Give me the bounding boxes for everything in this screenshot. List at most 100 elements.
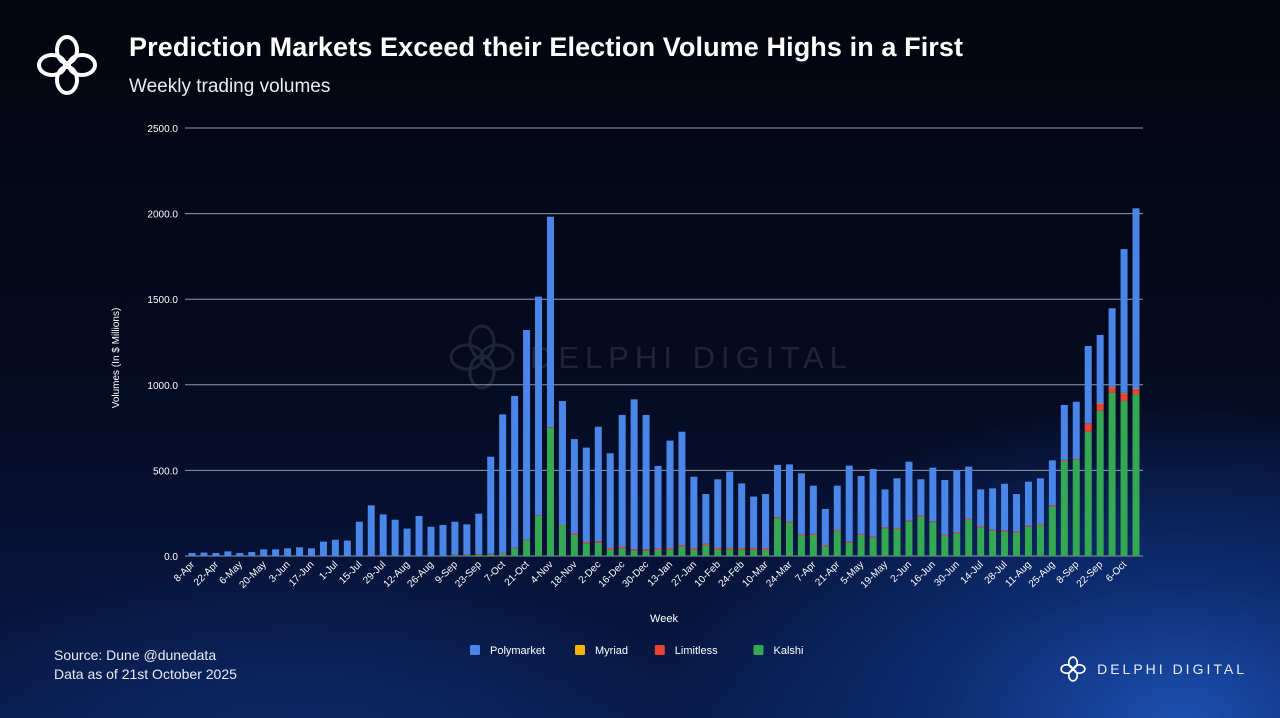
legend-item-limitless: Limitless xyxy=(654,645,718,657)
bar-polymarket-9-Dec xyxy=(606,453,614,548)
bar-polymarket-1-Jul xyxy=(331,539,339,556)
bar-kalshi-11-Nov xyxy=(558,525,566,556)
bar-polymarket-7-Apr xyxy=(809,485,817,534)
legend-item-myriad: Myriad xyxy=(575,645,628,657)
bar-kalshi-26-May xyxy=(893,528,901,556)
x-axis-label: Week xyxy=(650,613,678,625)
bar-kalshi-25-Aug xyxy=(1048,506,1056,556)
bar-polymarket-25-Aug xyxy=(1048,460,1056,506)
x-tick-label: 30-Dec xyxy=(621,559,652,590)
bar-kalshi-24-Feb xyxy=(738,549,746,556)
bar-limitless-11-Aug xyxy=(1024,525,1032,527)
x-tick-label: 26-Aug xyxy=(406,559,437,590)
bar-polymarket-29-Apr xyxy=(224,551,232,556)
bar-polymarket-13-Jan xyxy=(666,440,674,548)
bar-limitless-5-May xyxy=(857,533,865,535)
bar-myriad-13-Oct xyxy=(1132,388,1140,390)
bar-polymarket-20-May xyxy=(260,549,268,556)
bar-polymarket-18-Aug xyxy=(1036,478,1044,524)
bar-polymarket-16-Sep xyxy=(463,524,471,555)
bar-kalshi-21-Oct xyxy=(523,540,531,556)
legend-label: Polymarket xyxy=(490,645,545,657)
x-tick-label: 21-Apr xyxy=(813,559,842,588)
bar-kalshi-31-Mar xyxy=(797,535,805,556)
bar-myriad-29-Sep xyxy=(1108,386,1116,388)
x-tick-label: 22-Apr xyxy=(192,559,221,588)
y-tick-label: 500.0 xyxy=(153,466,178,477)
watermark-text: DELPHI DIGITAL xyxy=(530,340,853,375)
bar-kalshi-14-Apr xyxy=(821,546,829,556)
bar-limitless-2-Dec xyxy=(594,541,602,543)
bar-limitless-9-Sep xyxy=(451,554,459,556)
bar-polymarket-13-May xyxy=(248,552,256,556)
bar-limitless-14-Apr xyxy=(821,545,829,547)
bar-polymarket-23-Sep xyxy=(475,513,483,555)
bar-kalshi-14-Oct xyxy=(511,548,519,556)
bar-kalshi-10-Feb xyxy=(714,549,722,556)
bar-kalshi-15-Sep xyxy=(1084,431,1092,556)
bar-limitless-21-Oct xyxy=(523,539,531,541)
delphi-logo-icon xyxy=(37,35,97,95)
bar-polymarket-16-Jun xyxy=(929,467,937,522)
bar-kalshi-3-Mar xyxy=(750,549,758,556)
bar-kalshi-24-Mar xyxy=(785,522,793,556)
bar-polymarket-14-Apr xyxy=(821,508,829,546)
bar-limitless-18-Nov xyxy=(570,533,578,535)
bar-kalshi-20-Jan xyxy=(678,546,686,556)
bar-kalshi-14-Jul xyxy=(977,527,985,556)
legend-label: Kalshi xyxy=(774,645,804,657)
bar-kalshi-17-Feb xyxy=(726,549,734,556)
bar-limitless-4-Aug xyxy=(1013,531,1021,533)
bar-limitless-28-Apr xyxy=(845,541,853,543)
bar-polymarket-28-Apr xyxy=(845,465,853,542)
brand-name: DELPHI DIGITAL xyxy=(1097,661,1247,677)
bar-kalshi-8-Sep xyxy=(1072,459,1080,556)
bar-kalshi-29-Sep xyxy=(1108,392,1116,556)
bar-kalshi-9-Sep xyxy=(451,555,459,556)
bar-limitless-3-Mar xyxy=(750,547,758,550)
bar-polymarket-19-May xyxy=(881,489,889,528)
bar-limitless-30-Jun xyxy=(953,532,961,534)
legend-swatch xyxy=(470,645,480,655)
bar-polymarket-12-May xyxy=(869,469,877,537)
bar-kalshi-28-Apr xyxy=(845,542,853,556)
y-tick-label: 2500.0 xyxy=(147,124,178,135)
bar-kalshi-21-Jul xyxy=(989,530,997,556)
bar-kalshi-13-Oct xyxy=(1132,394,1140,556)
bar-polymarket-12-Aug xyxy=(403,528,411,556)
bar-polymarket-2-Sep xyxy=(439,525,447,556)
bar-polymarket-21-Apr xyxy=(833,485,841,530)
bar-kalshi-11-Aug xyxy=(1024,526,1032,556)
bar-kalshi-27-Jan xyxy=(690,549,698,556)
bar-polymarket-27-Jan xyxy=(690,476,698,548)
bar-kalshi-25-Nov xyxy=(582,543,590,556)
bar-kalshi-28-Jul xyxy=(1001,531,1009,556)
bar-kalshi-21-Apr xyxy=(833,531,841,556)
bar-polymarket-28-Jul xyxy=(1001,483,1009,531)
bar-polymarket-15-Apr xyxy=(200,552,208,556)
legend-label: Myriad xyxy=(595,645,628,657)
bar-limitless-21-Apr xyxy=(833,529,841,532)
bar-kalshi-30-Sep xyxy=(487,554,495,556)
bar-polymarket-17-Feb xyxy=(726,471,734,548)
bar-limitless-31-Mar xyxy=(797,534,805,536)
bar-polymarket-23-Dec xyxy=(630,399,638,550)
bar-limitless-14-Jul xyxy=(977,526,985,528)
bar-polymarket-1-Sep xyxy=(1060,405,1068,460)
bar-polymarket-2-Dec xyxy=(594,426,602,542)
bar-polymarket-9-Sep xyxy=(451,521,459,555)
bar-kalshi-10-Mar xyxy=(762,550,770,556)
bar-polymarket-31-Mar xyxy=(797,473,805,535)
bar-kalshi-4-Aug xyxy=(1013,532,1021,556)
bar-polymarket-29-Sep xyxy=(1108,308,1116,387)
bar-limitless-14-Oct xyxy=(511,547,519,549)
bar-limitless-17-Mar xyxy=(774,517,782,519)
legend-swatch xyxy=(753,645,764,655)
bar-polymarket-18-Nov xyxy=(570,439,578,534)
y-axis-label: Volumes (In $ Millions) xyxy=(111,308,122,409)
bar-kalshi-17-Mar xyxy=(774,518,782,556)
bar-limitless-25-Aug xyxy=(1048,505,1056,507)
bar-polymarket-2-Jun xyxy=(905,461,913,521)
bar-kalshi-16-Sep xyxy=(463,555,471,556)
bar-kalshi-9-Jun xyxy=(917,516,925,556)
